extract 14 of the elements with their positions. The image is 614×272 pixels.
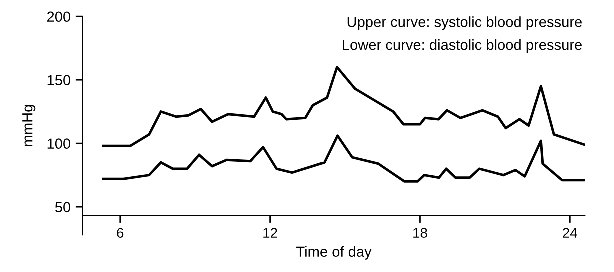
x-tick-label: 12 — [264, 228, 278, 238]
x-tick-label: 6 — [117, 228, 124, 238]
y-tick-label: 200 — [47, 12, 71, 22]
y-tick-label: 50 — [55, 202, 71, 212]
x-tick-label: 24 — [563, 228, 578, 238]
y-tick-label: 150 — [48, 75, 71, 86]
x-axis-title: Time of day — [296, 246, 372, 260]
annotation: Upper curve: systolic blood pressure — [348, 16, 582, 30]
annotation: Lower curve: diastolic blood pressure — [343, 40, 582, 54]
x-tick-label: 18 — [414, 228, 428, 238]
line-series — [102, 134, 586, 183]
line-series — [102, 66, 586, 148]
y-axis-title: mmHg — [22, 105, 36, 146]
y-tick-label: 100 — [48, 138, 71, 150]
